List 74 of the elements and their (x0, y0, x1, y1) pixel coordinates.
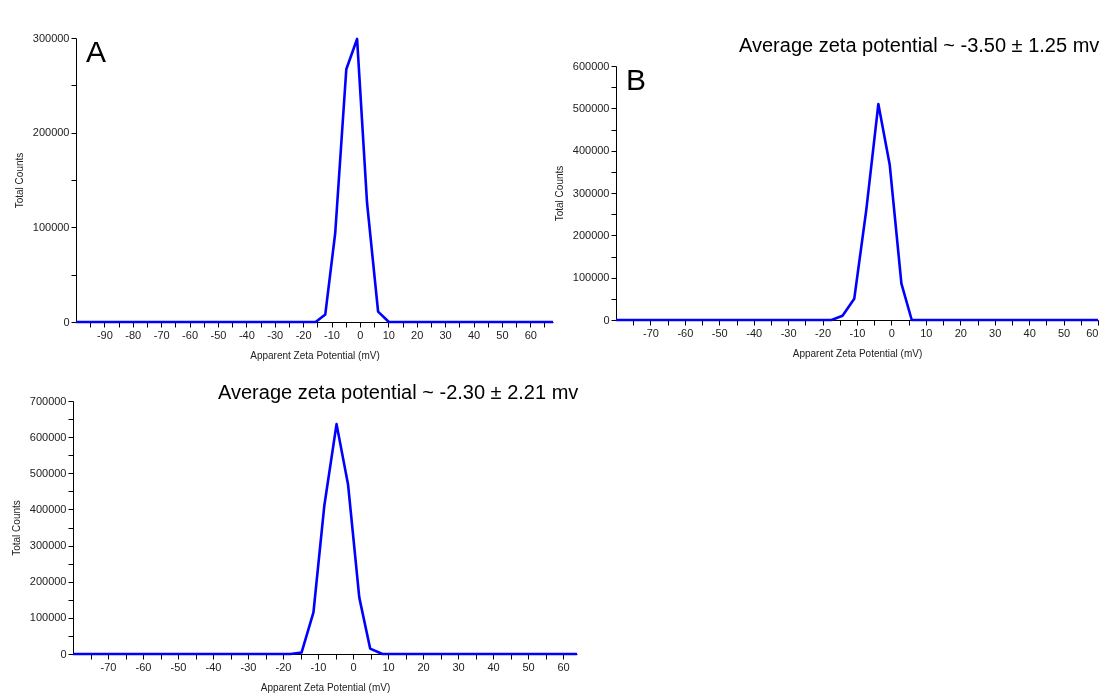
x-axis-title: Apparent Zeta Potential (mV) (792, 347, 923, 359)
y-tick-label: 500000 (29, 466, 67, 479)
x-tick-label: -20 (815, 326, 832, 339)
x-tick-label: -60 (677, 326, 694, 339)
x-tick-label: -60 (135, 660, 152, 673)
y-tick-label: 100000 (29, 611, 67, 624)
x-tick-label: 60 (1086, 326, 1099, 339)
x-tick-label: -30 (267, 328, 284, 341)
y-tick-label: 300000 (32, 31, 70, 44)
y-axis-title: Total Counts (10, 500, 22, 556)
x-tick-label: -70 (100, 660, 117, 673)
x-tick-label: 60 (524, 328, 537, 341)
x-tick-label: 0 (357, 328, 364, 341)
x-tick-label: -10 (310, 660, 327, 673)
x-tick-label: -90 (96, 328, 113, 341)
x-tick-label: -30 (240, 660, 257, 673)
chart-title: Average zeta potential ~ -2.30 ± 2.21 mv (218, 381, 579, 403)
y-tick-label: 500000 (572, 101, 610, 114)
y-tick-label: 0 (603, 313, 610, 326)
y-tick-label: 300000 (29, 539, 67, 552)
x-tick-label: 30 (989, 326, 1002, 339)
x-axis-title: Apparent Zeta Potential (mV) (260, 681, 391, 693)
x-tick-label: 10 (382, 660, 395, 673)
x-tick-label: -80 (125, 328, 142, 341)
y-tick-label: 200000 (29, 575, 67, 588)
x-tick-label: -70 (642, 326, 659, 339)
y-tick-label: 0 (63, 315, 70, 328)
x-tick-label: 0 (888, 326, 895, 339)
y-axis-title: Total Counts (553, 165, 565, 222)
annotation: A (86, 35, 107, 68)
x-tick-label: -40 (746, 326, 763, 339)
x-tick-label: 10 (920, 326, 933, 339)
x-tick-label: -50 (170, 660, 187, 673)
line-series (74, 37, 555, 324)
chart-title: Average zeta potential ~ -3.50 ± 1.25 mv (739, 34, 1100, 56)
x-tick-label: 30 (439, 328, 452, 341)
y-tick-label: 600000 (572, 59, 610, 72)
y-tick-label: 0 (60, 647, 67, 660)
x-tick-label: -30 (780, 326, 797, 339)
y-tick-label: 300000 (572, 186, 610, 199)
x-tick-label: -40 (238, 328, 255, 341)
x-tick-label: 50 (522, 660, 535, 673)
x-tick-label: 40 (1023, 326, 1036, 339)
x-tick-label: -10 (849, 326, 866, 339)
x-tick-label: -50 (711, 326, 728, 339)
annotation: B (626, 63, 647, 96)
y-tick-label: 200000 (572, 228, 610, 241)
y-tick-label: 100000 (572, 271, 610, 284)
x-tick-label: 40 (487, 660, 500, 673)
x-tick-label: 60 (557, 660, 570, 673)
x-tick-label: 40 (467, 328, 481, 341)
x-tick-label: -60 (182, 328, 199, 341)
x-tick-label: 10 (382, 328, 395, 341)
x-tick-label: 20 (411, 328, 424, 341)
x-axis-title: Apparent Zeta Potential (mV) (250, 349, 380, 361)
x-tick-label: -50 (210, 328, 227, 341)
y-tick-label: 200000 (32, 126, 70, 139)
x-tick-label: -40 (205, 660, 222, 673)
y-tick-label: 400000 (29, 502, 67, 515)
x-tick-label: -10 (324, 328, 340, 341)
y-tick-label: 100000 (32, 220, 70, 233)
x-tick-label: 20 (954, 326, 967, 339)
y-tick-label: 600000 (29, 430, 67, 443)
x-tick-label: 20 (417, 660, 430, 673)
x-tick-label: -20 (295, 328, 312, 341)
x-tick-label: 30 (452, 660, 465, 673)
y-axis-title: Total Counts (13, 152, 25, 209)
x-tick-label: -20 (275, 660, 292, 673)
x-tick-label: 0 (350, 660, 357, 673)
x-tick-label: -70 (153, 328, 170, 341)
x-tick-label: 50 (496, 328, 509, 341)
y-tick-label: 700000 (29, 394, 67, 407)
x-tick-label: 50 (1057, 326, 1071, 339)
y-tick-label: 400000 (572, 144, 610, 157)
